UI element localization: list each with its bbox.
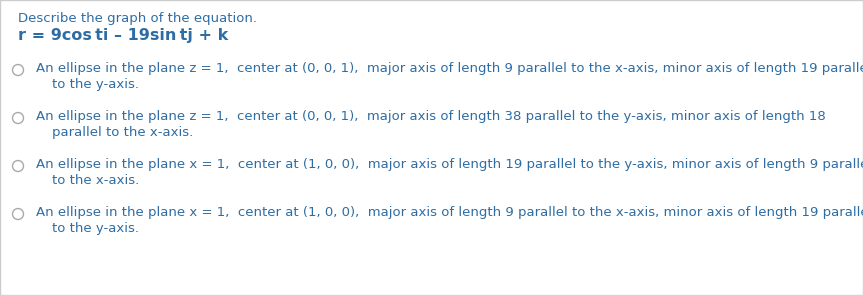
Text: An ellipse in the plane x = 1,  center at (1, 0, 0),  major axis of length 9 par: An ellipse in the plane x = 1, center at… — [36, 206, 863, 219]
Text: An ellipse in the plane z = 1,  center at (0, 0, 1),  major axis of length 38 pa: An ellipse in the plane z = 1, center at… — [36, 110, 826, 123]
Text: r = 9cos ti – 19sin tj + k: r = 9cos ti – 19sin tj + k — [18, 28, 228, 43]
Text: An ellipse in the plane x = 1,  center at (1, 0, 0),  major axis of length 19 pa: An ellipse in the plane x = 1, center at… — [36, 158, 863, 171]
Text: An ellipse in the plane z = 1,  center at (0, 0, 1),  major axis of length 9 par: An ellipse in the plane z = 1, center at… — [36, 62, 863, 75]
Text: to the y-axis.: to the y-axis. — [52, 222, 139, 235]
Text: to the x-axis.: to the x-axis. — [52, 174, 139, 187]
Text: to the y-axis.: to the y-axis. — [52, 78, 139, 91]
Text: Describe the graph of the equation.: Describe the graph of the equation. — [18, 12, 257, 25]
Text: parallel to the x-axis.: parallel to the x-axis. — [52, 126, 193, 139]
